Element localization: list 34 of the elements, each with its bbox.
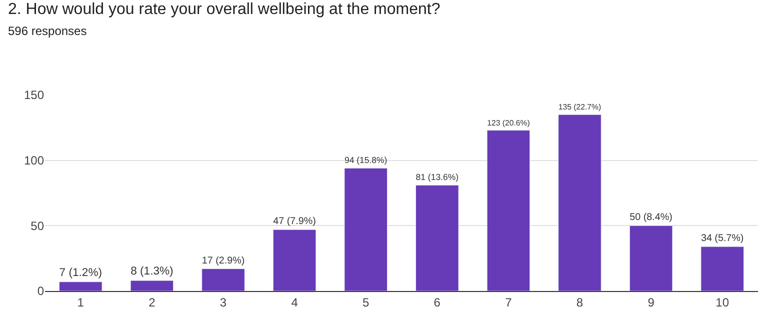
y-tick-label: 0 (37, 284, 44, 298)
bar (130, 280, 174, 291)
x-tick-label: 4 (291, 295, 298, 310)
y-tick-label: 150 (24, 88, 44, 102)
data-label: 50 (8.4%) (630, 212, 672, 224)
x-tick-label: 7 (505, 295, 512, 310)
bar (700, 246, 744, 291)
x-tick-label: 5 (362, 295, 370, 310)
bar (416, 184, 459, 291)
data-label: 34 (5.7%) (700, 233, 744, 244)
data-label: 8 (1.3%) (130, 266, 174, 278)
chart-subtitle: 596 responses (8, 24, 87, 38)
x-tick-label: 6 (434, 295, 441, 310)
y-tick-label: 100 (24, 154, 44, 168)
y-tick-label: 50 (30, 218, 44, 233)
bar (629, 225, 673, 291)
bar (59, 282, 102, 291)
data-label: 47 (7.9%) (273, 216, 316, 228)
bar (558, 114, 602, 291)
data-label: 17 (2.9%) (202, 255, 245, 266)
data-label: 81 (13.6%) (416, 172, 459, 182)
bar (202, 268, 245, 291)
bar (344, 168, 388, 291)
bar (486, 130, 530, 291)
x-tick-label: 3 (220, 295, 227, 310)
bar (272, 229, 316, 291)
chart-title: 2. How would you rate your overall wellbeing at the moment? (8, 1, 440, 18)
x-tick-label: 1 (77, 295, 84, 310)
x-tick-label: 10 (716, 295, 730, 310)
x-tick-label: 9 (648, 295, 655, 310)
x-tick-label: 8 (576, 295, 584, 310)
data-label: 94 (15.8%) (344, 154, 388, 165)
x-tick-label: 2 (148, 295, 156, 310)
data-label: 7 (1.2%) (59, 267, 102, 280)
